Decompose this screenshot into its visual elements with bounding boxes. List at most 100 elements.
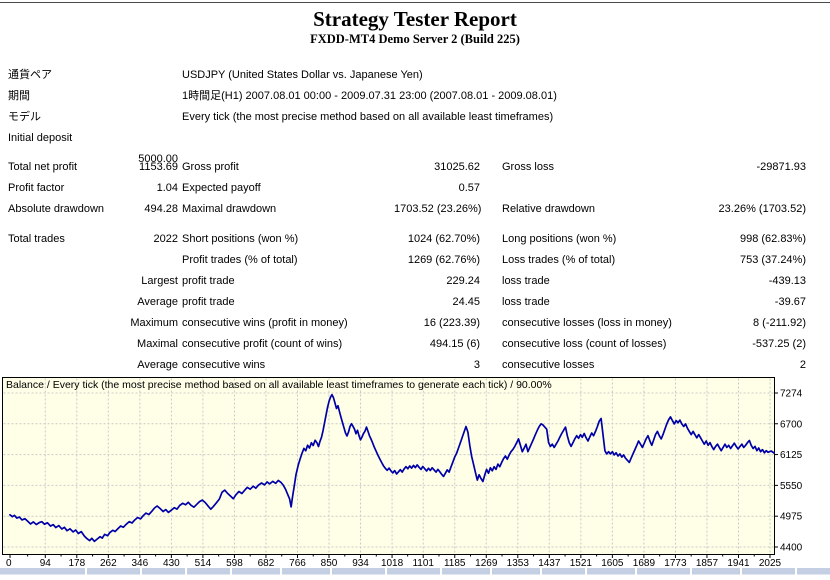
stat-value: 1024 (62.70%): [407, 233, 480, 245]
stat-label: Short positions (won %): [182, 233, 299, 245]
x-tick-label: 1101: [412, 558, 434, 569]
stat-label: Total trades: [8, 233, 65, 245]
stat-label: Expected payoff: [182, 182, 261, 194]
x-tick-label: 1941: [727, 558, 750, 569]
symbol-info-section: 通貨ペア USDJPY (United States Dollar vs. Jap…: [0, 65, 830, 165]
stat-label: [8, 250, 116, 271]
column-spacer: [480, 313, 502, 334]
stat-value: 16 (223.39): [423, 317, 480, 329]
info-value: Every tick (the most precise method base…: [182, 111, 554, 123]
table-edge-separator: [85, 568, 87, 575]
stat-value: 1269 (62.76%): [407, 254, 480, 266]
stat-value: 24.45: [452, 296, 480, 308]
stat-value: 998 (62.83%): [739, 233, 806, 245]
server-subtitle: FXDD-MT4 Demo Server 2 (Build 225): [310, 32, 520, 46]
stat-label: [8, 292, 116, 313]
x-tick-label: 430: [163, 558, 180, 569]
statistics-section: Total net profit 1153.69 Gross profit 31025…: [0, 157, 830, 376]
stat-value: 8 (-211.92): [753, 317, 806, 329]
stat-value: 2: [799, 359, 806, 371]
stat-value: Largest: [141, 275, 178, 287]
column-spacer: [480, 334, 502, 355]
stat-label: loss trade: [502, 296, 550, 308]
stat-value: [696, 178, 806, 199]
stat-label: Gross loss: [502, 161, 554, 173]
stat-value: 1703.52 (23.26%): [394, 203, 482, 215]
stats-row: Average profit trade 24.45 loss trade -39.67: [0, 292, 830, 313]
stats-row: Absolute drawdown 494.28 Maximal drawdown 1…: [0, 199, 830, 220]
info-value: USDJPY (United States Dollar vs. Japanes…: [182, 69, 423, 81]
x-tick-label: 262: [100, 558, 117, 569]
y-tick-label: 7274: [780, 389, 803, 400]
x-tick-label: 766: [289, 558, 306, 569]
x-tick-label: 2025: [759, 558, 782, 569]
table-edge-separator: [490, 568, 492, 575]
stat-label: consecutive losses (loss in money): [502, 317, 672, 329]
stat-label: Relative drawdown: [502, 203, 595, 215]
x-tick-label: 1605: [601, 558, 624, 569]
stats-row: Profit factor 1.04 Expected payoff 0.57: [0, 178, 830, 199]
table-edge-separator: [540, 568, 542, 575]
stat-label: Long positions (won %): [502, 233, 617, 245]
info-label: Initial deposit: [8, 132, 73, 144]
stat-value: -39.67: [774, 296, 806, 308]
stat-value: [116, 250, 178, 271]
stat-value: 23.26% (1703.52): [718, 203, 806, 215]
y-tick-label: 6125: [780, 450, 803, 461]
stat-label: consecutive profit (count of wins): [182, 338, 343, 350]
table-edge-separator: [690, 568, 692, 575]
stat-value: 229.24: [446, 275, 480, 287]
stats-row: Total net profit 1153.69 Gross profit 31025…: [0, 157, 830, 178]
info-row: 期間 1時間足(H1) 2007.08.01 00:00 - 2009.07.31…: [0, 86, 830, 107]
info-row: 通貨ペア USDJPY (United States Dollar vs. Jap…: [0, 65, 830, 86]
stat-label: Maximal drawdown: [182, 203, 277, 215]
stat-label: Total net profit: [8, 161, 78, 173]
column-spacer: [480, 229, 502, 250]
stat-value: -439.13: [768, 275, 806, 287]
stat-label: [502, 178, 696, 199]
column-spacer: [480, 292, 502, 313]
y-tick-label: 6700: [780, 419, 803, 430]
stats-row: Largest profit trade 229.24 loss trade -439.…: [0, 271, 830, 292]
stat-value: 1153.69: [139, 161, 178, 173]
column-spacer: [480, 355, 502, 376]
chart-grid: [3, 378, 774, 554]
stat-value: 2022: [153, 233, 178, 245]
plot-area: [2, 377, 775, 555]
stat-value: Average: [137, 359, 178, 371]
x-tick-label: 934: [352, 558, 369, 569]
balance-chart: 4400 4975 5550 6125 6700 7274 0 94 178 262 346 430…: [0, 377, 830, 580]
table-edge-separator: [795, 568, 797, 575]
table-edge-separator: [330, 568, 332, 575]
table-edge-separator: [385, 568, 387, 575]
stats-row: Total trades 2022 Short positions (won %) 1…: [0, 229, 830, 250]
table-edge-separator: [635, 568, 637, 575]
x-tick-label: 1521: [570, 558, 593, 569]
table-edge-separator: [585, 568, 587, 575]
column-spacer: [480, 199, 502, 220]
y-tick-label: 4400: [780, 543, 803, 554]
balance-curve: [9, 393, 775, 543]
stat-label: consecutive losses: [502, 359, 595, 371]
stat-value: 1.04: [156, 182, 178, 194]
x-axis-labels: 0 94 178 262 346 430 514 598 682 766 850 934 1018 110…: [6, 558, 782, 569]
x-tick-label: 1018: [381, 558, 404, 569]
stat-value: -29871.93: [756, 161, 806, 173]
stat-label: consecutive wins: [182, 359, 266, 371]
x-tick-label: 1437: [538, 558, 561, 569]
stat-label: [8, 355, 116, 376]
stats-row: Maximum consecutive wins (profit in money…: [0, 313, 830, 334]
stat-label: Absolute drawdown: [8, 203, 105, 215]
stats-row: Profit trades (% of total) 1269 (62.76%) L…: [0, 250, 830, 271]
stats-row: Average consecutive wins 3 consecutive loss…: [0, 355, 830, 376]
stat-label: Gross profit: [182, 161, 239, 173]
x-tick-label: 0: [6, 558, 12, 569]
stat-label: Loss trades (% of total): [502, 254, 616, 266]
balance-chart-svg: 4400 4975 5550 6125 6700 7274 0 94 178 262 346 430…: [0, 377, 830, 575]
x-tick-label: 682: [258, 558, 275, 569]
table-edge-separator: [230, 568, 232, 575]
x-tick-label: 1269: [475, 558, 498, 569]
column-spacer: [480, 178, 502, 199]
stat-label: consecutive loss (count of losses): [502, 338, 667, 350]
